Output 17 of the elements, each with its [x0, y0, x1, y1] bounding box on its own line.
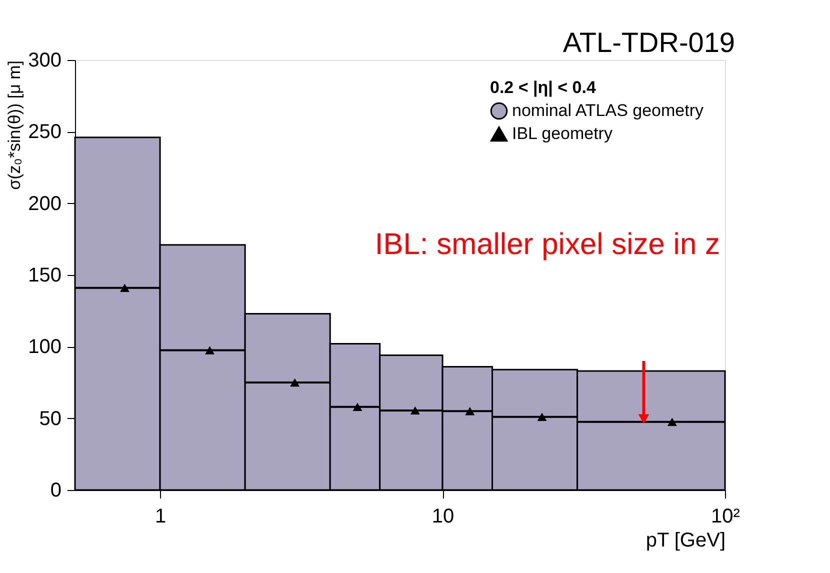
annotation: IBL: smaller pixel size in z: [374, 228, 720, 261]
y-axis-title: σ(z₀*sin(θ)) [μ m]: [5, 60, 24, 190]
y-tick-label: 50: [39, 408, 62, 430]
y-tick-label: 150: [28, 264, 62, 286]
y-tick-label: 0: [50, 480, 62, 502]
y-tick-label: 100: [28, 336, 62, 358]
text: ATL-TDR-019: [562, 27, 735, 58]
legend-label: IBL geometry: [512, 124, 613, 143]
y-tick-label: 250: [28, 121, 62, 144]
x-tick-label: 10²: [711, 506, 740, 528]
legend-label: nominal ATLAS geometry: [512, 101, 704, 120]
legend-title: 0.2 < |η| < 0.4: [490, 78, 596, 97]
x-axis-title: pT [GeV]: [646, 530, 726, 552]
x-tick-label: 1: [154, 506, 166, 528]
y-tick-label: 300: [28, 50, 62, 72]
x-tick-label: 10: [432, 506, 454, 528]
y-tick-label: 200: [28, 192, 62, 215]
